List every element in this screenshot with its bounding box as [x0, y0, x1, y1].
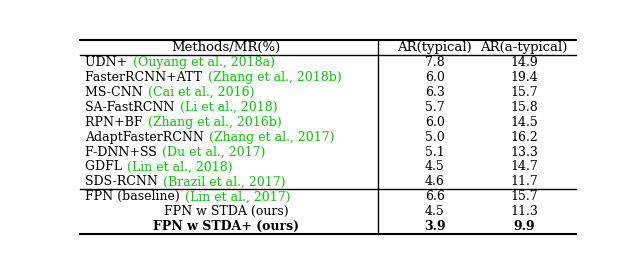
- Text: Methods/MR(%): Methods/MR(%): [172, 41, 281, 54]
- Text: RPN+BF: RPN+BF: [85, 116, 147, 129]
- Text: 5.1: 5.1: [425, 146, 445, 158]
- Text: 4.6: 4.6: [425, 175, 445, 188]
- Text: 3.9: 3.9: [424, 220, 445, 233]
- Text: 14.7: 14.7: [510, 160, 538, 173]
- Text: (Lin et al., 2017): (Lin et al., 2017): [185, 190, 291, 203]
- Text: 13.3: 13.3: [510, 146, 538, 158]
- Text: (Ouyang et al., 2018a): (Ouyang et al., 2018a): [132, 56, 275, 69]
- Text: 11.7: 11.7: [510, 175, 538, 188]
- Text: 15.7: 15.7: [510, 190, 538, 203]
- Text: 15.7: 15.7: [510, 86, 538, 99]
- Text: (Zhang et al., 2018b): (Zhang et al., 2018b): [207, 71, 341, 84]
- Text: (Zhang et al., 2017): (Zhang et al., 2017): [209, 130, 335, 144]
- Text: 19.4: 19.4: [510, 71, 538, 84]
- Text: SDS-RCNN: SDS-RCNN: [85, 175, 162, 188]
- Text: 15.8: 15.8: [510, 101, 538, 114]
- Text: (Cai et al., 2016): (Cai et al., 2016): [148, 86, 255, 99]
- Text: GDFL: GDFL: [85, 160, 126, 173]
- Text: (Brazil et al., 2017): (Brazil et al., 2017): [163, 175, 286, 188]
- Text: 7.8: 7.8: [425, 56, 445, 69]
- Text: 6.6: 6.6: [425, 190, 445, 203]
- Text: 11.3: 11.3: [510, 205, 538, 218]
- Text: FPN (baseline): FPN (baseline): [85, 190, 184, 203]
- Text: (Zhang et al., 2016b): (Zhang et al., 2016b): [148, 116, 282, 129]
- Text: 16.2: 16.2: [510, 130, 538, 144]
- Text: 9.9: 9.9: [513, 220, 535, 233]
- Text: 6.0: 6.0: [425, 71, 445, 84]
- Text: 14.5: 14.5: [510, 116, 538, 129]
- Text: UDN+: UDN+: [85, 56, 131, 69]
- Text: 6.3: 6.3: [425, 86, 445, 99]
- Text: AR(a-typical): AR(a-typical): [480, 41, 568, 54]
- Text: 14.9: 14.9: [510, 56, 538, 69]
- Text: 5.0: 5.0: [425, 130, 445, 144]
- Text: 5.7: 5.7: [425, 101, 444, 114]
- Text: 6.0: 6.0: [425, 116, 445, 129]
- Text: (Du et al., 2017): (Du et al., 2017): [162, 146, 266, 158]
- Text: SA-FastRCNN: SA-FastRCNN: [85, 101, 179, 114]
- Text: F-DNN+SS: F-DNN+SS: [85, 146, 161, 158]
- Text: 4.5: 4.5: [425, 205, 445, 218]
- Text: AR(typical): AR(typical): [397, 41, 472, 54]
- Text: (Lin et al., 2018): (Lin et al., 2018): [127, 160, 233, 173]
- Text: FPN w STDA+ (ours): FPN w STDA+ (ours): [153, 220, 300, 233]
- Text: MS-CNN: MS-CNN: [85, 86, 147, 99]
- Text: AdaptFasterRCNN: AdaptFasterRCNN: [85, 130, 208, 144]
- Text: 4.5: 4.5: [425, 160, 445, 173]
- Text: FasterRCNN+ATT: FasterRCNN+ATT: [85, 71, 206, 84]
- Text: (Li et al., 2018): (Li et al., 2018): [180, 101, 278, 114]
- Text: FPN w STDA (ours): FPN w STDA (ours): [164, 205, 289, 218]
